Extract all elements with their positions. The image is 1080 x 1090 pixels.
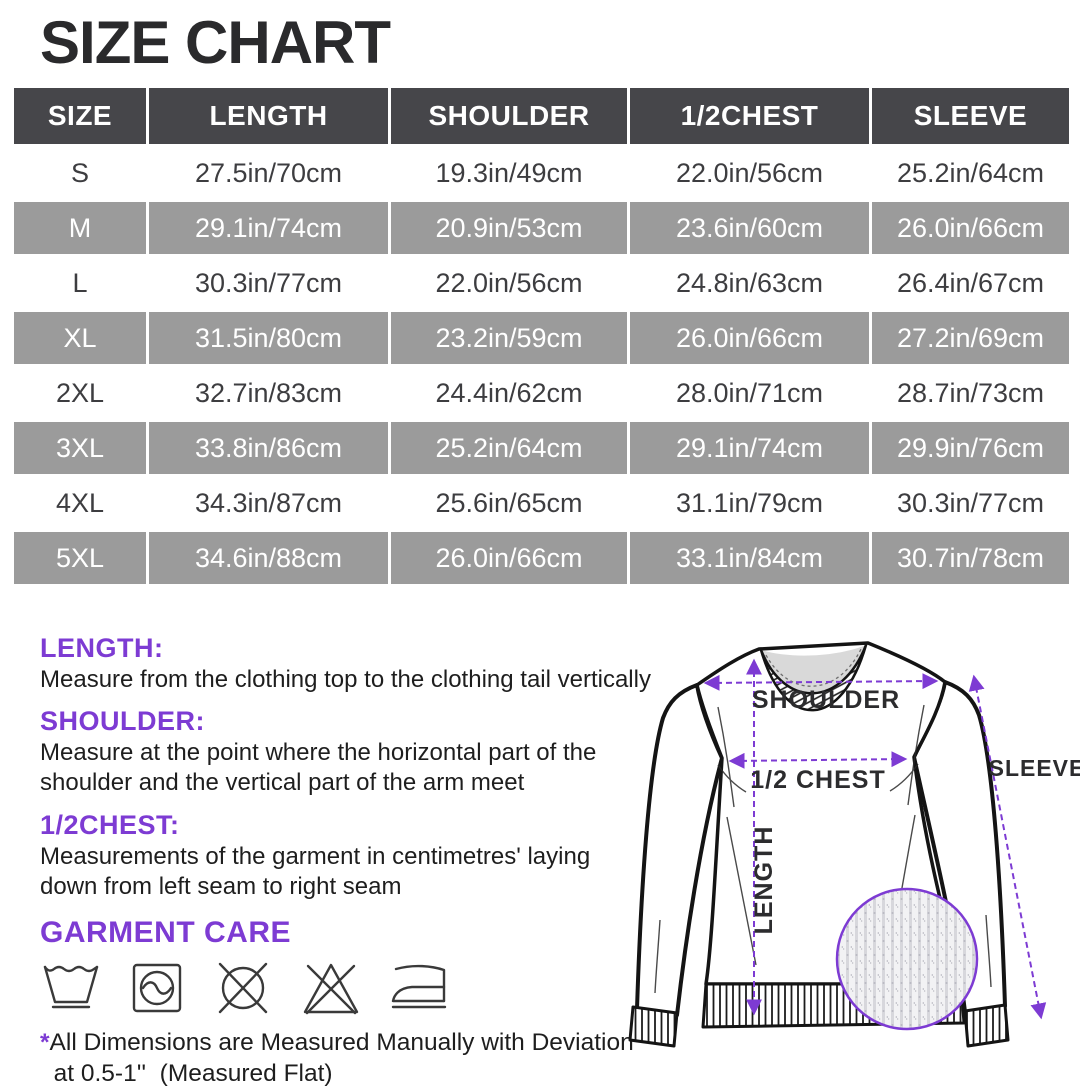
column-header: LENGTH	[149, 88, 388, 144]
size-cell: 5XL	[14, 532, 146, 584]
length-description: Measure from the clothing top to the clo…	[40, 666, 651, 693]
size-cell: L	[14, 257, 146, 309]
size-cell: M	[14, 202, 146, 254]
garment-care-heading: GARMENT CARE	[40, 916, 291, 950]
table-row: 5XL 34.6in/88cm 26.0in/66cm 33.1in/84cm 30.7…	[14, 532, 1069, 584]
measurement-cell: 33.1in/84cm	[630, 532, 869, 584]
measurement-cell: 26.4in/67cm	[872, 257, 1069, 309]
measurement-cell: 25.2in/64cm	[872, 147, 1069, 199]
page-title: SIZE CHART	[40, 9, 391, 76]
measurement-cell: 26.0in/66cm	[391, 532, 627, 584]
shoulder-label: SHOULDER	[752, 686, 900, 714]
measurement-cell: 26.0in/66cm	[872, 202, 1069, 254]
table-row: 3XL 33.8in/86cm 25.2in/64cm 29.1in/74cm 29.9…	[14, 422, 1069, 474]
table-row: L 30.3in/77cm 22.0in/56cm 24.8in/63cm 26.4in…	[14, 257, 1069, 309]
measurement-cell: 34.3in/87cm	[149, 477, 388, 529]
measurement-cell: 28.0in/71cm	[630, 367, 869, 419]
care-icons-row	[40, 960, 700, 1022]
size-cell: S	[14, 147, 146, 199]
machine-wash-icon	[132, 963, 182, 1013]
measurement-cell: 23.2in/59cm	[391, 312, 627, 364]
table-row: M 29.1in/74cm 20.9in/53cm 23.6in/60cm 26.0in…	[14, 202, 1069, 254]
size-cell: 3XL	[14, 422, 146, 474]
measurement-cell: 25.6in/65cm	[391, 477, 627, 529]
fabric-texture-swatch	[835, 887, 979, 1031]
measurement-cell: 22.0in/56cm	[391, 257, 627, 309]
do-not-dry-clean-icon	[218, 962, 268, 1014]
measurement-cell: 32.7in/83cm	[149, 367, 388, 419]
column-header: SLEEVE	[872, 88, 1069, 144]
size-table-body: S 27.5in/70cm 19.3in/49cm 22.0in/56cm 25.2in…	[14, 147, 1069, 584]
shoulder-heading: SHOULDER:	[40, 706, 205, 737]
measurement-cell: 24.8in/63cm	[630, 257, 869, 309]
measurement-cell: 30.3in/77cm	[149, 257, 388, 309]
table-row: XL 31.5in/80cm 23.2in/59cm 26.0in/66cm 27.2i…	[14, 312, 1069, 364]
iron-icon	[391, 965, 447, 1009]
size-cell: XL	[14, 312, 146, 364]
asterisk: *	[40, 1029, 50, 1057]
measurement-cell: 26.0in/66cm	[630, 312, 869, 364]
size-table: SIZE LENGTH SHOULDER 1/2CHEST SLEEVE S 27.5in…	[11, 85, 1072, 587]
column-header: SHOULDER	[391, 88, 627, 144]
measurement-cell: 23.6in/60cm	[630, 202, 869, 254]
measurement-cell: 27.5in/70cm	[149, 147, 388, 199]
measurement-cell: 24.4in/62cm	[391, 367, 627, 419]
size-table-head-row: SIZE LENGTH SHOULDER 1/2CHEST SLEEVE	[14, 88, 1069, 144]
sleeve-measure-line	[968, 674, 1047, 1020]
size-cell: 2XL	[14, 367, 146, 419]
measurement-cell: 30.7in/78cm	[872, 532, 1069, 584]
measurement-cell: 22.0in/56cm	[630, 147, 869, 199]
measurement-cell: 34.6in/88cm	[149, 532, 388, 584]
measurement-cell: 19.3in/49cm	[391, 147, 627, 199]
measurement-cell: 28.7in/73cm	[872, 367, 1069, 419]
shoulder-description: Measure at the point where the horizonta…	[40, 739, 597, 797]
half-chest-heading: 1/2CHEST:	[40, 809, 180, 840]
measurement-cell: 33.8in/86cm	[149, 422, 388, 474]
column-header: 1/2CHEST	[630, 88, 869, 144]
size-cell: 4XL	[14, 477, 146, 529]
measurement-cell: 31.1in/79cm	[630, 477, 869, 529]
table-row: 4XL 34.3in/87cm 25.6in/65cm 31.1in/79cm 30.3…	[14, 477, 1069, 529]
measurement-cell: 30.3in/77cm	[872, 477, 1069, 529]
measurement-lines	[703, 658, 1047, 1020]
half-chest-label: 1/2 CHEST	[750, 766, 885, 794]
sleeve-label: SLEEVE	[989, 755, 1080, 781]
table-row: S 27.5in/70cm 19.3in/49cm 22.0in/56cm 25.2in…	[14, 147, 1069, 199]
wash-tub-icon	[43, 965, 99, 1009]
measurement-cell: 27.2in/69cm	[872, 312, 1069, 364]
measurement-cell: 29.9in/76cm	[872, 422, 1069, 474]
table-row: 2XL 32.7in/83cm 24.4in/62cm 28.0in/71cm 28.7…	[14, 367, 1069, 419]
measurement-cell: 31.5in/80cm	[149, 312, 388, 364]
measurement-cell: 29.1in/74cm	[149, 202, 388, 254]
footnote-text: All Dimensions are Measured Manually wit…	[49, 1029, 634, 1088]
do-not-bleach-icon	[303, 963, 359, 1015]
measurement-info: LENGTH: Measure from the clothing top to…	[40, 633, 700, 1090]
sweatshirt-diagram: SHOULDER 1/2 CHEST LENGTH SLEEVE	[628, 641, 1080, 1048]
measurement-cell: 25.2in/64cm	[391, 422, 627, 474]
length-heading: LENGTH:	[40, 633, 164, 663]
shoulder-measure-line	[703, 673, 939, 691]
length-label: LENGTH	[750, 826, 778, 935]
measurement-cell: 20.9in/53cm	[391, 202, 627, 254]
half-chest-description: Measurements of the garment in centimetr…	[40, 842, 591, 900]
chest-measure-line	[728, 751, 908, 769]
measurement-cell: 29.1in/74cm	[630, 422, 869, 474]
column-header: SIZE	[14, 88, 146, 144]
